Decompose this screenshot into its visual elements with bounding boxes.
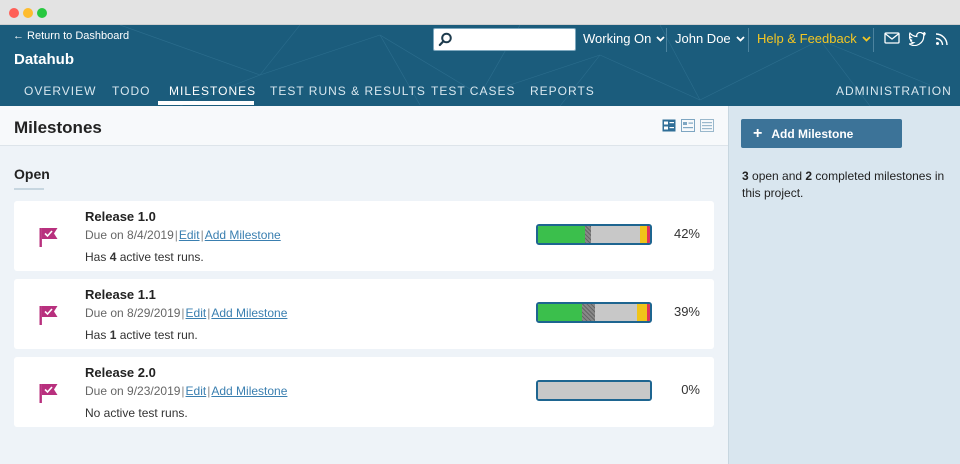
edit-milestone-link[interactable]: Edit [185, 384, 207, 398]
active-runs-count: 4 [109, 250, 117, 264]
close-window-button[interactable] [9, 8, 19, 18]
window-titlebar [0, 0, 960, 25]
plus-icon: + [753, 124, 763, 142]
user-name: John Doe [675, 31, 731, 46]
page-header: Milestones [0, 106, 728, 146]
open-count: 3 [742, 169, 749, 183]
search-input[interactable] [458, 31, 570, 48]
milestone-runs-text: Has 1 active test run. [85, 328, 198, 342]
add-sub-milestone-link[interactable]: Add Milestone [211, 384, 288, 398]
milestone-percent: 42% [673, 226, 700, 241]
milestone-progress-bar [536, 224, 652, 245]
progress-segment-blocked [585, 226, 591, 243]
milestone-flag-icon [39, 228, 58, 247]
add-milestone-label: Add Milestone [771, 126, 854, 141]
compact-view-icon[interactable] [681, 119, 695, 132]
section-title-open: Open [14, 166, 50, 182]
milestone-progress-bar [536, 302, 652, 323]
add-milestone-button[interactable]: + Add Milestone [741, 119, 902, 148]
progress-segment-failed [646, 226, 650, 243]
milestone-name[interactable]: Release 1.1 [85, 287, 156, 302]
progress-segment-passed [538, 304, 582, 321]
main-nav: OVERVIEW TODO MILESTONES TEST RUNS & RES… [0, 79, 960, 106]
tab-todo[interactable]: TODO [112, 84, 151, 98]
right-sidebar: + Add Milestone 3 open and 2 completed m… [728, 106, 960, 464]
return-to-dashboard-link[interactable]: ← Return to Dashboard [13, 30, 130, 42]
main-content: Milestones Open Release 1.0 Due on 8/4/2… [0, 106, 728, 464]
add-sub-milestone-link[interactable]: Add Milestone [211, 306, 288, 320]
list-view-icon[interactable] [700, 119, 714, 132]
user-menu[interactable]: John Doe [675, 31, 745, 46]
milestone-due-date: Due on 8/4/2019 [85, 228, 174, 242]
twitter-icon[interactable] [909, 32, 926, 46]
milestone-flag-icon [39, 306, 58, 325]
help-feedback-label: Help & Feedback [757, 31, 857, 46]
chevron-down-icon [656, 35, 666, 42]
tab-reports[interactable]: REPORTS [530, 84, 595, 98]
chevron-down-icon [736, 35, 745, 42]
working-on-menu[interactable]: Working On [583, 31, 666, 46]
tab-administration[interactable]: ADMINISTRATION [836, 84, 952, 98]
progress-segment-blocked [581, 304, 596, 321]
milestone-runs-text: No active test runs. [85, 406, 188, 420]
milestone-name[interactable]: Release 2.0 [85, 365, 156, 380]
completed-count: 2 [805, 169, 813, 183]
milestone-percent: 0% [681, 382, 700, 397]
project-title[interactable]: Datahub [14, 51, 74, 68]
detailed-view-icon[interactable] [662, 119, 676, 132]
progress-segment-untested [595, 304, 637, 321]
milestone-due-date: Due on 9/23/2019 [85, 384, 181, 398]
edit-milestone-link[interactable]: Edit [185, 306, 207, 320]
progress-segment-retest [636, 304, 647, 321]
add-sub-milestone-link[interactable]: Add Milestone [204, 228, 281, 242]
working-on-label: Working On [583, 31, 652, 46]
milestone-runs-text: Has 4 active test runs. [85, 250, 204, 264]
section-underline [14, 188, 44, 190]
tab-test-runs-results[interactable]: TEST RUNS & RESULTS [270, 84, 426, 98]
edit-milestone-link[interactable]: Edit [178, 228, 200, 242]
header-divider [666, 28, 667, 52]
milestones-summary: 3 open and 2 completed milestones in thi… [742, 169, 945, 200]
help-feedback-menu[interactable]: Help & Feedback [757, 31, 871, 46]
progress-segment-failed [646, 304, 650, 321]
milestone-card: Release 2.0 Due on 9/23/2019|Edit|Add Mi… [14, 357, 714, 427]
active-tab-indicator [158, 101, 254, 105]
progress-segment-untested [538, 382, 650, 399]
maximize-window-button[interactable] [37, 8, 47, 18]
progress-segment-passed [538, 226, 586, 243]
milestone-meta: Due on 9/23/2019|Edit|Add Milestone [85, 384, 288, 398]
header-divider [748, 28, 749, 52]
milestone-percent: 39% [673, 304, 700, 319]
tab-milestones[interactable]: MILESTONES [169, 84, 257, 98]
milestone-flag-icon [39, 384, 58, 403]
chevron-down-icon [862, 35, 871, 42]
milestone-due-date: Due on 8/29/2019 [85, 306, 181, 320]
header-divider [873, 28, 874, 52]
search-icon [438, 32, 452, 47]
progress-segment-untested [590, 226, 640, 243]
tab-test-cases[interactable]: TEST CASES [431, 84, 516, 98]
app-header: ← Return to Dashboard Datahub Working On… [0, 25, 960, 106]
rss-icon[interactable] [935, 32, 949, 46]
milestone-progress-bar [536, 380, 652, 401]
search-box[interactable] [433, 28, 576, 51]
milestone-card: Release 1.1 Due on 8/29/2019|Edit|Add Mi… [14, 279, 714, 349]
milestone-meta: Due on 8/4/2019|Edit|Add Milestone [85, 228, 281, 242]
tab-overview[interactable]: OVERVIEW [24, 84, 97, 98]
mail-icon[interactable] [884, 32, 900, 44]
milestone-card: Release 1.0 Due on 8/4/2019|Edit|Add Mil… [14, 201, 714, 271]
minimize-window-button[interactable] [23, 8, 33, 18]
milestone-name[interactable]: Release 1.0 [85, 209, 156, 224]
milestone-meta: Due on 8/29/2019|Edit|Add Milestone [85, 306, 288, 320]
page-title: Milestones [14, 118, 102, 137]
progress-segment-retest [639, 226, 647, 243]
active-runs-count: 1 [109, 328, 117, 342]
